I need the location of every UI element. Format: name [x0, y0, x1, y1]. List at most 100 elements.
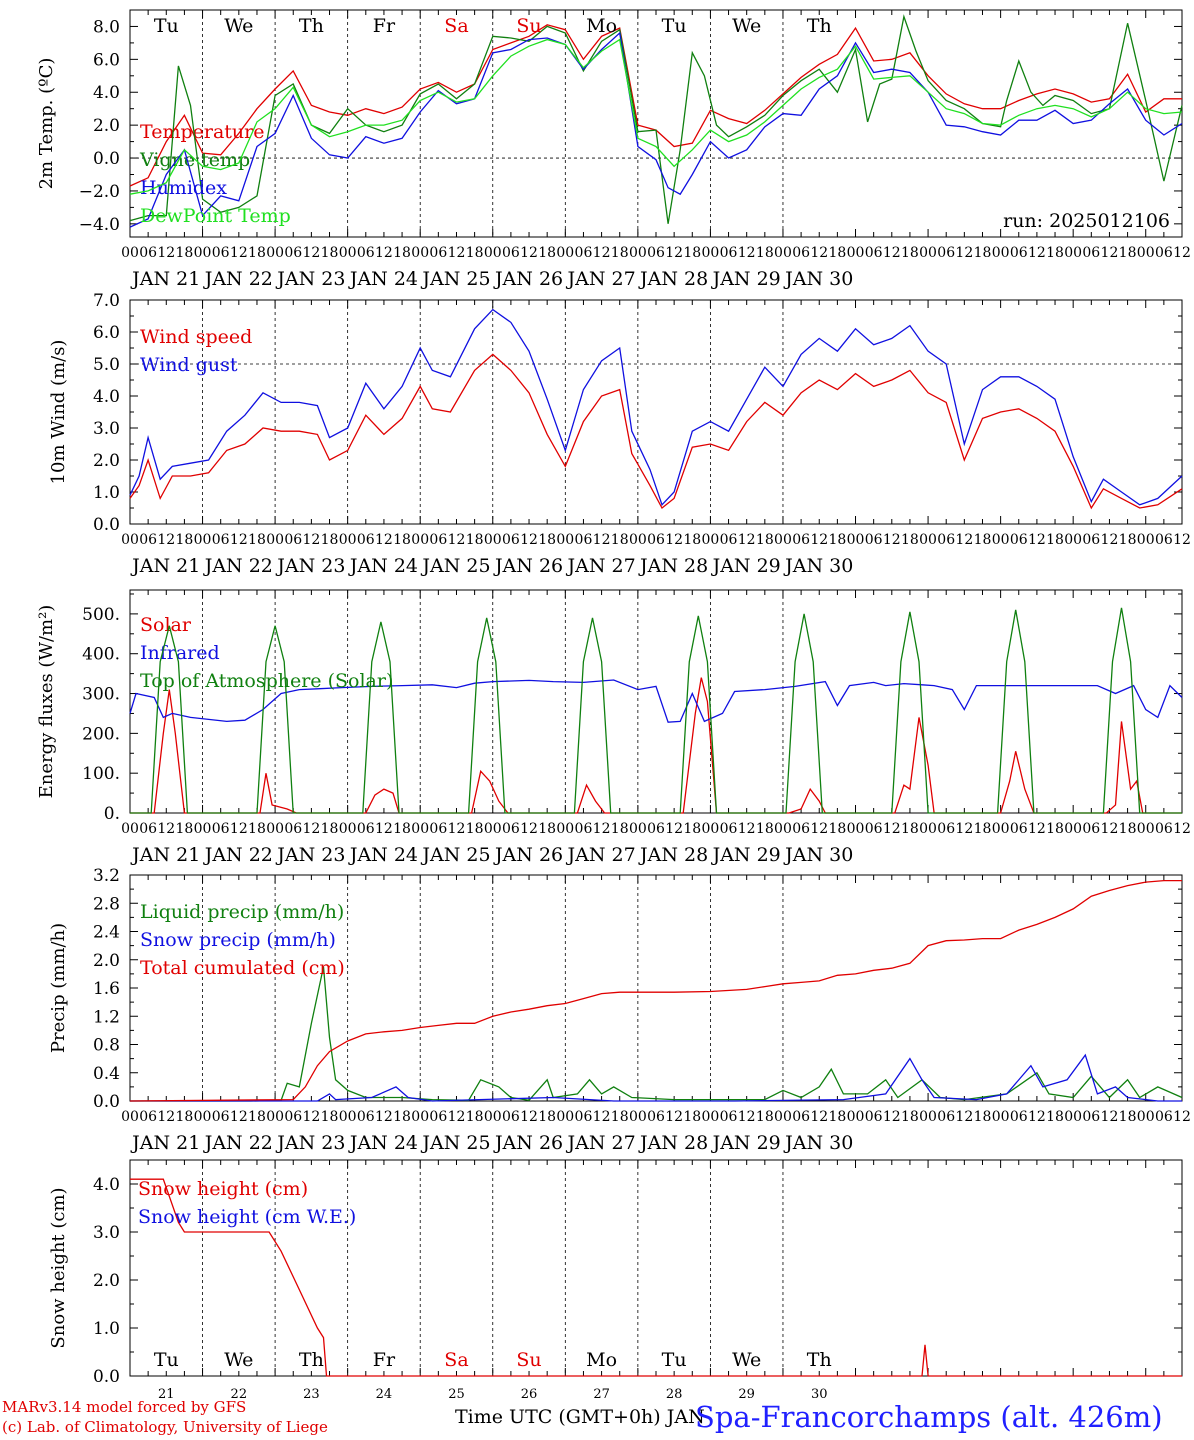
y-tick-label: 4.0 [93, 387, 120, 407]
hour-label: 06 [139, 1109, 157, 1125]
hour-label: 06 [212, 821, 230, 837]
hour-label: 00 [1064, 532, 1082, 548]
hour-label: 18 [466, 245, 484, 261]
hour-label: 06 [1155, 532, 1173, 548]
hour-label: 06 [937, 245, 955, 261]
hour-label: 06 [429, 1109, 447, 1125]
hour-label: 00 [847, 245, 865, 261]
hour-label: 00 [774, 1109, 792, 1125]
hour-label: 06 [937, 821, 955, 837]
hour-label: 18 [611, 821, 629, 837]
day-number-label: 24 [376, 1387, 393, 1402]
date-label: JAN 25 [420, 844, 490, 866]
hour-label: 12 [1101, 532, 1119, 548]
legend-entry: Total cumulated (cm) [140, 957, 345, 979]
hour-label: 06 [139, 821, 157, 837]
hour-label: 06 [1010, 245, 1028, 261]
hour-label: 18 [901, 245, 919, 261]
y-tick-label: 200. [82, 724, 120, 744]
day-number-label: 23 [303, 1387, 320, 1402]
weekday-label: Sa [444, 15, 468, 37]
hour-label: 00 [339, 532, 357, 548]
hour-label: 00 [194, 821, 212, 837]
hour-label: 06 [357, 821, 375, 837]
y-tick-label: 4.0 [93, 1175, 120, 1195]
hour-label: 18 [321, 245, 339, 261]
y-tick-label: −2.0 [79, 182, 120, 202]
hour-label: 00 [774, 821, 792, 837]
date-label: JAN 30 [783, 555, 853, 577]
hour-label: 12 [1173, 245, 1191, 261]
hour-label: 12 [810, 245, 828, 261]
day-number-label: 21 [158, 1387, 175, 1402]
hour-label: 00 [484, 1109, 502, 1125]
date-label: JAN 27 [565, 844, 635, 866]
hour-label: 06 [1082, 1109, 1100, 1125]
hour-label: 00 [194, 1109, 212, 1125]
hour-label: 00 [1137, 821, 1155, 837]
y-axis-title: 2m Temp. (ºC) [36, 58, 57, 190]
hour-label: 18 [393, 245, 411, 261]
hour-label: 06 [1010, 532, 1028, 548]
weekday-label: Th [299, 15, 324, 37]
legend-entry: Vigne temp [139, 149, 250, 171]
y-tick-label: 1.2 [93, 1007, 120, 1027]
hour-label: 06 [357, 532, 375, 548]
hour-label: 00 [266, 245, 284, 261]
date-label: JAN 27 [565, 1132, 635, 1154]
hour-label: 12 [1028, 1109, 1046, 1125]
weekday-label: We [732, 15, 761, 37]
hour-label: 18 [974, 1109, 992, 1125]
hour-label: 18 [756, 821, 774, 837]
series-line [129, 308, 1183, 507]
weekday-label: Tu [662, 15, 687, 37]
y-tick-label: 3.0 [93, 419, 120, 439]
hour-label: 12 [157, 821, 175, 837]
hour-label: 18 [248, 245, 266, 261]
hour-label: 00 [266, 532, 284, 548]
hour-label: 06 [139, 245, 157, 261]
hour-label: 06 [212, 1109, 230, 1125]
hour-label: 18 [901, 532, 919, 548]
weekday-label: Fr [373, 1349, 396, 1371]
hour-label: 00 [847, 1109, 865, 1125]
hour-label: 18 [321, 532, 339, 548]
hour-label: 00 [774, 532, 792, 548]
hour-label: 00 [701, 821, 719, 837]
hour-label: 12 [665, 821, 683, 837]
day-number-label: 25 [448, 1387, 465, 1402]
hour-label: 18 [1119, 245, 1137, 261]
date-label: JAN 21 [130, 844, 200, 866]
legend-entry: Snow height (cm W.E.) [138, 1206, 356, 1228]
y-tick-label: 2.0 [93, 116, 120, 136]
day-number-label: 29 [738, 1387, 755, 1402]
run-label: run: 2025012106 [1003, 210, 1170, 232]
legend-entry: Solar [140, 614, 192, 636]
hour-label: 18 [828, 1109, 846, 1125]
hour-label: 06 [212, 532, 230, 548]
hour-label: 06 [139, 532, 157, 548]
hour-label: 12 [810, 532, 828, 548]
hour-label: 12 [1028, 532, 1046, 548]
hour-label: 00 [919, 532, 937, 548]
y-tick-label: 8.0 [93, 17, 120, 37]
panel-1: −4.0 −2.0 0.0 2.0 4.0 6.0 8.0 2m Temp. (ºC) Temp… [36, 9, 1191, 290]
date-label: JAN 29 [711, 555, 781, 577]
y-tick-label: 400. [82, 645, 120, 665]
date-label: JAN 25 [420, 1132, 490, 1154]
hour-label: 12 [157, 532, 175, 548]
legend-entry: Wind speed [140, 326, 252, 348]
weekday-label: Th [807, 1349, 832, 1371]
date-label: JAN 27 [565, 268, 635, 290]
hour-label: 06 [647, 245, 665, 261]
hour-label: 18 [393, 821, 411, 837]
hour-label: 00 [411, 532, 429, 548]
hour-label: 00 [992, 532, 1010, 548]
date-label: JAN 30 [783, 1132, 853, 1154]
date-label: JAN 26 [493, 1132, 563, 1154]
hour-label: 12 [1028, 245, 1046, 261]
hour-label: 06 [1155, 821, 1173, 837]
hour-label: 18 [611, 532, 629, 548]
hour-label: 00 [121, 532, 139, 548]
y-tick-label: 3.0 [93, 1223, 120, 1243]
